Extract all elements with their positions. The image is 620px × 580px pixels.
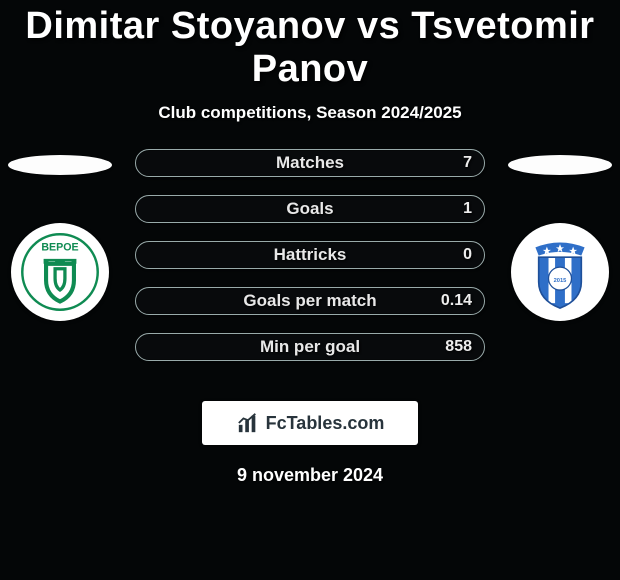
stat-rows: Matches 7 Goals 1 Hattricks 0 Goals per …	[135, 149, 485, 361]
stat-right-value: 1	[463, 200, 472, 218]
stat-right-value: 0.14	[441, 292, 472, 310]
date-text: 9 november 2024	[0, 445, 620, 486]
stat-right-value: 7	[463, 154, 472, 172]
stat-row-goals: Goals 1	[135, 195, 485, 223]
page-title: Dimitar Stoyanov vs Tsvetomir Panov	[0, 0, 620, 93]
stat-right-value: 0	[463, 246, 472, 264]
stat-row-mpg: Min per goal 858	[135, 333, 485, 361]
branding-text: FcTables.com	[266, 413, 385, 434]
stat-label: Hattricks	[274, 245, 347, 265]
crest-left-icon: ΒΕΡΟΕ	[19, 231, 101, 313]
player-right-flag	[508, 155, 612, 175]
stat-row-hattricks: Hattricks 0	[135, 241, 485, 269]
stat-label: Goals	[286, 199, 333, 219]
svg-text:2015: 2015	[554, 278, 568, 284]
subtitle: Club competitions, Season 2024/2025	[0, 93, 620, 141]
stat-label: Goals per match	[243, 291, 376, 311]
stat-label: Matches	[276, 153, 344, 173]
player-right-club-badge: 2015	[511, 223, 609, 321]
player-left-column: ΒΕΡΟΕ	[5, 141, 115, 321]
player-right-column: 2015	[505, 141, 615, 321]
player-left-flag	[8, 155, 112, 175]
crest-right-icon: 2015	[519, 231, 601, 313]
stat-label: Min per goal	[260, 337, 360, 357]
branding-badge: FcTables.com	[202, 401, 418, 445]
chart-icon	[236, 412, 260, 434]
stat-row-matches: Matches 7	[135, 149, 485, 177]
stat-right-value: 858	[445, 338, 472, 356]
crest-left-text: ΒΕΡΟΕ	[41, 242, 78, 254]
comparison-area: ΒΕΡΟΕ	[0, 141, 620, 381]
stat-row-gpm: Goals per match 0.14	[135, 287, 485, 315]
player-left-club-badge: ΒΕΡΟΕ	[11, 223, 109, 321]
